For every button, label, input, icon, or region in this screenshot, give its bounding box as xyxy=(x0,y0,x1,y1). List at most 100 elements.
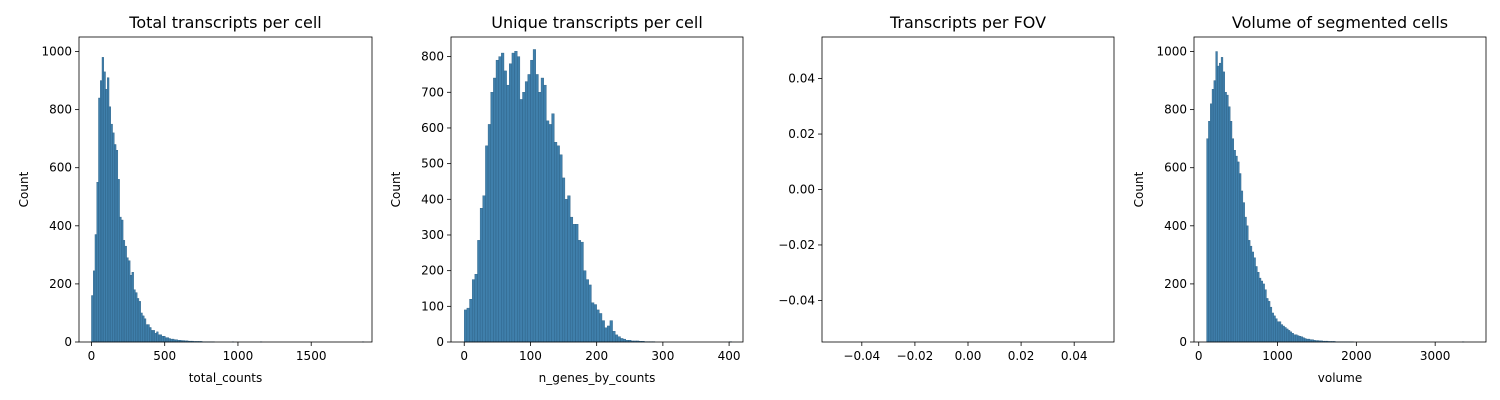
histogram-bar xyxy=(1210,103,1213,343)
histogram-bar xyxy=(93,270,96,343)
histogram-bar xyxy=(532,49,536,343)
y-axis-label: Count xyxy=(17,171,31,207)
histogram-bar xyxy=(121,219,124,343)
histogram-bar xyxy=(1277,321,1280,343)
histogram-bar xyxy=(474,274,478,343)
histogram-bar xyxy=(564,199,568,343)
histogram-bar xyxy=(1244,216,1247,343)
x-tick-label: −0.02 xyxy=(897,349,934,363)
histogram-bar xyxy=(112,132,115,343)
chart-panel-2: 0 100 200 300 400 0 100 200 300 400 500 600 700 800 Un… xyxy=(389,13,744,385)
histogram-bar xyxy=(108,106,111,343)
histogram-bar xyxy=(1286,328,1289,343)
histogram-bar xyxy=(479,208,483,343)
histogram-bar xyxy=(1287,330,1291,343)
histogram-bar xyxy=(596,309,600,343)
histogram-bar xyxy=(469,298,473,343)
histogram-bar xyxy=(119,216,122,343)
y-tick-label: 800 xyxy=(421,50,444,64)
histogram-bar xyxy=(1239,173,1242,343)
histogram-bar xyxy=(1278,321,1282,343)
histogram-bar xyxy=(159,334,162,343)
histogram-bar xyxy=(1268,301,1271,343)
x-tick-label: −0.04 xyxy=(843,349,880,363)
histogram-bar xyxy=(543,84,547,343)
chart-panel-1: 0 500 1000 1500 0 200 400 600 800 1000 Total trans… xyxy=(17,13,373,385)
x-tick-label: 0 xyxy=(1195,349,1203,363)
histogram-bar xyxy=(100,80,103,343)
y-tick-label: 500 xyxy=(421,157,444,171)
histogram-bar xyxy=(1297,335,1300,343)
histogram-bar xyxy=(1291,333,1294,343)
histogram-bar xyxy=(172,338,175,343)
bars xyxy=(91,57,365,343)
histogram-bar xyxy=(152,330,155,343)
x-axis-label: volume xyxy=(1318,371,1362,385)
histogram-bar xyxy=(511,52,515,343)
histogram-bar xyxy=(1251,251,1254,343)
x-tick-label: 0 xyxy=(88,349,96,363)
y-tick-label: 400 xyxy=(421,192,444,206)
histogram-bar xyxy=(538,92,542,343)
histogram-bar xyxy=(122,240,126,343)
histogram-bar xyxy=(1228,106,1231,343)
x-tick-label: 200 xyxy=(585,349,608,363)
x-tick-label: 1000 xyxy=(1262,349,1293,363)
histogram-bar xyxy=(601,320,605,343)
x-axis-label: total_counts xyxy=(189,371,263,385)
histogram-bar xyxy=(131,272,134,343)
histogram-bar xyxy=(142,315,145,343)
histogram-bar xyxy=(1255,266,1258,343)
histogram-bar xyxy=(140,312,143,343)
histogram-bar xyxy=(1208,121,1211,343)
y-tick-label: 600 xyxy=(1164,161,1187,175)
histogram-bar xyxy=(554,142,558,343)
histogram-bar xyxy=(503,70,507,343)
y-tick-label: −0.04 xyxy=(778,293,815,307)
histogram-bar xyxy=(1217,65,1220,343)
histogram-bar xyxy=(1242,202,1245,343)
histogram-bar xyxy=(1226,94,1229,343)
axes-frame xyxy=(1193,36,1487,343)
y-tick-label: −0.02 xyxy=(778,238,815,252)
y-tick-label: 0 xyxy=(436,335,444,349)
histogram-bar xyxy=(540,77,544,343)
y-axis-label: Count xyxy=(1132,171,1146,207)
histogram-bar xyxy=(1240,190,1244,343)
x-tick-label: 0 xyxy=(460,349,468,363)
y-tick-label: 100 xyxy=(421,299,444,313)
histogram-bar xyxy=(501,52,505,343)
histogram-bar xyxy=(105,89,108,343)
histogram-bar xyxy=(1295,334,1298,343)
histogram-bar xyxy=(572,224,576,343)
histogram-bar xyxy=(115,150,119,343)
histogram-bar xyxy=(556,145,560,343)
histogram-bar xyxy=(149,327,152,343)
histogram-bar xyxy=(487,124,491,343)
histogram-bar xyxy=(1307,338,1311,343)
x-tick-label: 0.04 xyxy=(1061,349,1088,363)
histogram-bar xyxy=(559,154,563,343)
histogram-bar xyxy=(524,81,529,343)
histogram-bar xyxy=(168,338,171,343)
histogram-bar xyxy=(1233,150,1236,343)
histogram-bar xyxy=(517,56,521,343)
histogram-bar xyxy=(1222,71,1225,343)
y-tick-label: 0.02 xyxy=(788,127,815,141)
histogram-bar xyxy=(154,333,157,343)
histogram-bar xyxy=(117,179,120,343)
y-axis-label: Count xyxy=(389,171,403,207)
histogram-bar xyxy=(585,279,589,343)
chart-panel-3: −0.04 −0.02 0.00 0.02 0.04 −0.04 −0.02 0.00 0.02… xyxy=(778,13,1115,363)
histogram-bar xyxy=(495,59,499,343)
histogram-bar xyxy=(124,245,127,343)
axes-frame xyxy=(821,36,1115,343)
histogram-bar xyxy=(110,123,113,343)
histogram-bar xyxy=(464,309,468,343)
histogram-bar xyxy=(1248,240,1251,343)
y-tick-label: 0.00 xyxy=(788,183,815,197)
x-tick-label: 1500 xyxy=(296,349,327,363)
histogram-bar xyxy=(1304,338,1307,343)
histogram-bar xyxy=(143,318,147,343)
